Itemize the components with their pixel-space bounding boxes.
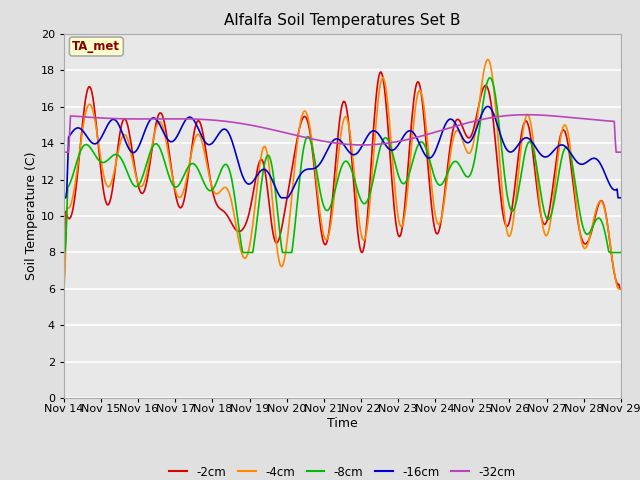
Text: TA_met: TA_met — [72, 40, 120, 53]
Title: Alfalfa Soil Temperatures Set B: Alfalfa Soil Temperatures Set B — [224, 13, 461, 28]
Y-axis label: Soil Temperature (C): Soil Temperature (C) — [25, 152, 38, 280]
Legend: -2cm, -4cm, -8cm, -16cm, -32cm: -2cm, -4cm, -8cm, -16cm, -32cm — [164, 461, 520, 480]
X-axis label: Time: Time — [327, 417, 358, 430]
